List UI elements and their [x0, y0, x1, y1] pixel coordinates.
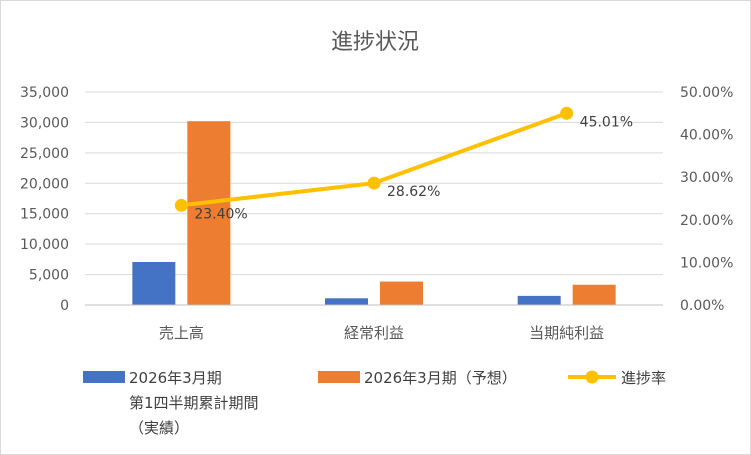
legend-label: 2026年3月期（予想）	[364, 369, 517, 387]
line-point	[560, 106, 574, 120]
left-tick-label: 35,000	[20, 85, 69, 101]
legend-label: 2026年3月期第1四半期累計期間 （実績）	[129, 369, 259, 437]
data-label: 23.40%	[194, 206, 247, 222]
right-tick-label: 0.00%	[680, 298, 724, 314]
category-label: 売上高	[159, 324, 204, 342]
right-tick-label: 30.00%	[680, 170, 733, 186]
legend-label-line: 2026年3月期	[129, 369, 222, 387]
category-label: 当期純利益	[529, 324, 604, 342]
bar	[325, 298, 368, 305]
left-tick-label: 30,000	[20, 115, 69, 131]
bar	[572, 284, 616, 305]
right-tick-label: 40.00%	[680, 128, 733, 144]
line-series: 23.40% 28.62% 45.01%	[174, 106, 633, 222]
left-tick-label: 20,000	[20, 176, 69, 192]
data-label: 45.01%	[580, 114, 633, 130]
left-tick-label: 5,000	[29, 268, 69, 284]
right-tick-label: 50.00%	[680, 85, 733, 101]
bar	[380, 281, 423, 305]
right-axis-ticks: 0.00% 10.00% 20.00% 30.00% 40.00% 50.00%	[680, 85, 733, 314]
legend-swatch	[83, 371, 125, 383]
chart-title: 進捗状況	[331, 30, 419, 55]
legend-swatch	[318, 371, 360, 383]
bar	[187, 121, 231, 305]
category-label: 経常利益	[344, 324, 404, 342]
left-axis-ticks: 0 5,000 10,000 15,000 20,000 25,000 30,000 35,0…	[20, 85, 69, 314]
line-point	[367, 176, 381, 190]
left-tick-label: 0	[60, 298, 69, 314]
legend: 2026年3月期第1四半期累計期間 （実績） 2026年3月期（予想） 進捗率	[83, 369, 666, 437]
left-tick-label: 15,000	[20, 207, 69, 223]
left-tick-label: 10,000	[20, 237, 69, 253]
legend-label-line: （実績）	[129, 419, 189, 437]
category-labels: 売上高 経常利益 当期純利益	[159, 324, 604, 342]
left-tick-label: 25,000	[20, 146, 69, 162]
right-tick-label: 10.00%	[680, 255, 733, 271]
gridlines	[85, 91, 663, 276]
bar	[132, 261, 176, 305]
legend-label-line: 第1四半期累計期間	[129, 394, 259, 412]
bar	[517, 295, 561, 305]
legend-label: 進捗率	[621, 369, 666, 387]
bar-series	[132, 121, 616, 305]
line-point	[174, 198, 188, 212]
right-tick-label: 20.00%	[680, 213, 733, 229]
data-label: 28.62%	[387, 184, 440, 200]
legend-marker	[585, 370, 599, 384]
series-line	[181, 111, 568, 208]
